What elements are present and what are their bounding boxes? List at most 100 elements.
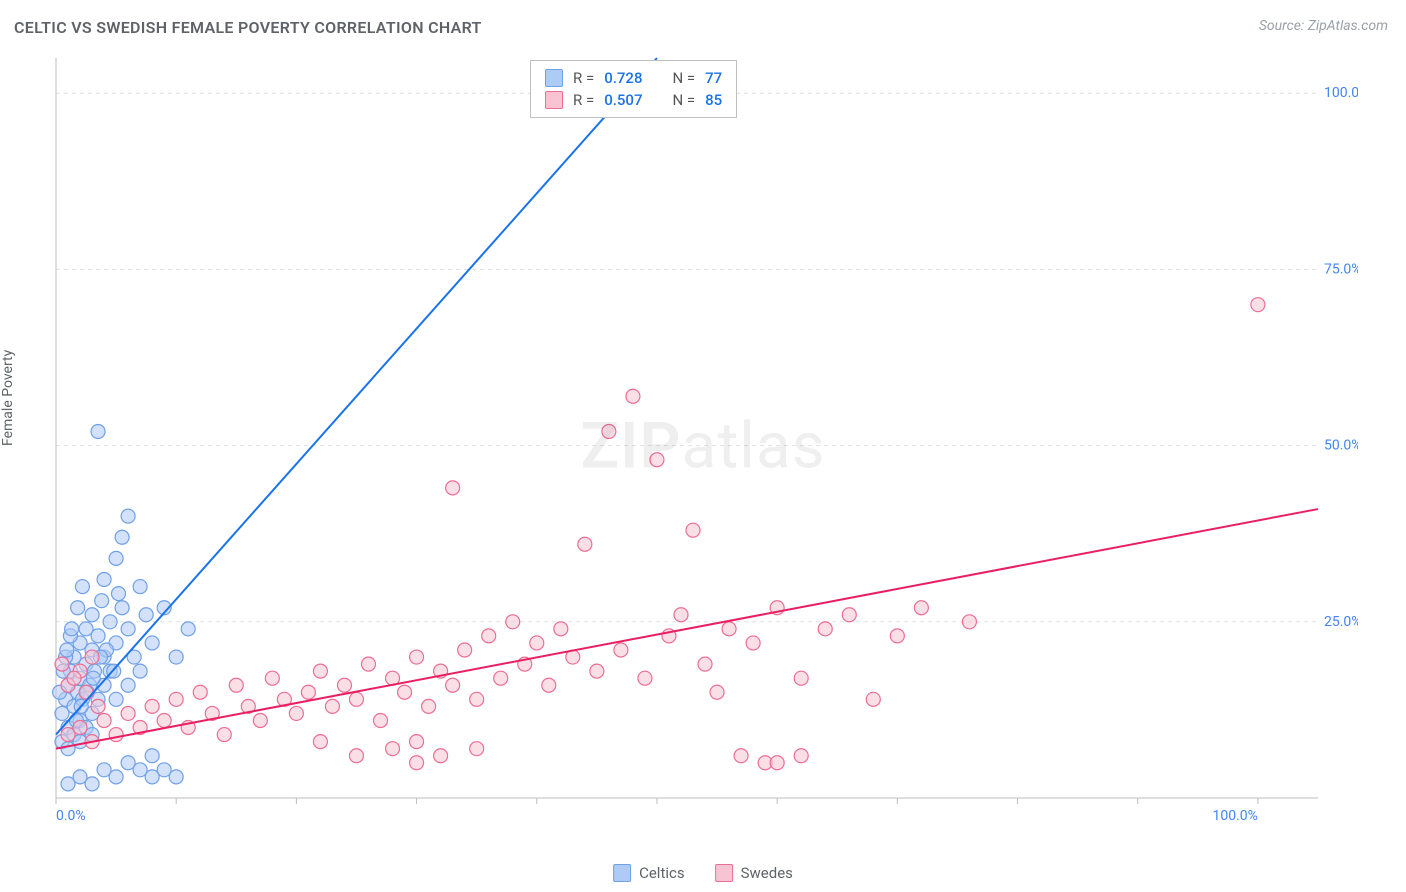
data-point bbox=[133, 664, 147, 678]
data-point bbox=[710, 685, 724, 699]
legend-label: Swedes bbox=[741, 864, 793, 882]
data-point bbox=[109, 692, 123, 706]
data-point bbox=[398, 685, 412, 699]
data-point bbox=[91, 629, 105, 643]
data-point bbox=[325, 699, 339, 713]
legend-swatch bbox=[545, 69, 563, 87]
y-tick-label: 25.0% bbox=[1324, 614, 1358, 630]
data-point bbox=[97, 573, 111, 587]
data-point bbox=[60, 643, 74, 657]
data-point bbox=[145, 699, 159, 713]
n-label: N = bbox=[672, 89, 695, 111]
data-point bbox=[217, 728, 231, 742]
data-point bbox=[75, 580, 89, 594]
data-point bbox=[121, 678, 135, 692]
data-point bbox=[590, 664, 604, 678]
data-point bbox=[686, 523, 700, 537]
data-point bbox=[482, 629, 496, 643]
data-point bbox=[169, 650, 183, 664]
data-point bbox=[139, 608, 153, 622]
data-point bbox=[91, 699, 105, 713]
data-point bbox=[229, 678, 243, 692]
data-point bbox=[374, 713, 388, 727]
x-tick-label: 100.0% bbox=[1212, 808, 1257, 824]
data-point bbox=[97, 713, 111, 727]
data-point bbox=[169, 692, 183, 706]
data-point bbox=[289, 706, 303, 720]
data-point bbox=[674, 608, 688, 622]
stats-legend: R =0.728N =77R =0.507N =85 bbox=[530, 60, 737, 118]
data-point bbox=[65, 622, 79, 636]
data-point bbox=[638, 671, 652, 685]
data-point bbox=[410, 650, 424, 664]
data-point bbox=[890, 629, 904, 643]
data-point bbox=[121, 622, 135, 636]
data-point bbox=[313, 664, 327, 678]
data-point bbox=[121, 706, 135, 720]
data-point bbox=[169, 770, 183, 784]
r-label: R = bbox=[573, 89, 594, 111]
data-point bbox=[301, 685, 315, 699]
data-point bbox=[86, 671, 100, 685]
data-point bbox=[95, 594, 109, 608]
data-point bbox=[67, 671, 81, 685]
legend-item: Celtics bbox=[613, 864, 685, 882]
data-point bbox=[650, 453, 664, 467]
data-point bbox=[746, 636, 760, 650]
chart-container: CELTIC VS SWEDISH FEMALE POVERTY CORRELA… bbox=[0, 0, 1406, 892]
data-point bbox=[121, 509, 135, 523]
data-point bbox=[91, 425, 105, 439]
data-point bbox=[133, 580, 147, 594]
data-point bbox=[109, 770, 123, 784]
data-point bbox=[506, 615, 520, 629]
data-point bbox=[133, 763, 147, 777]
data-point bbox=[602, 425, 616, 439]
n-value: 77 bbox=[705, 67, 722, 89]
data-point bbox=[386, 742, 400, 756]
data-point bbox=[770, 756, 784, 770]
data-point bbox=[578, 537, 592, 551]
source-label: Source: ZipAtlas.com bbox=[1259, 18, 1388, 34]
stats-row: R =0.728N =77 bbox=[545, 67, 722, 89]
data-point bbox=[337, 678, 351, 692]
data-point bbox=[109, 728, 123, 742]
regression-line bbox=[56, 509, 1318, 749]
data-point bbox=[79, 685, 93, 699]
data-point bbox=[494, 671, 508, 685]
data-point bbox=[614, 643, 628, 657]
data-point bbox=[85, 777, 99, 791]
data-point bbox=[734, 749, 748, 763]
legend-swatch bbox=[613, 864, 631, 882]
data-point bbox=[103, 615, 117, 629]
data-point bbox=[115, 601, 129, 615]
data-point bbox=[361, 657, 375, 671]
data-point bbox=[698, 657, 712, 671]
data-point bbox=[794, 749, 808, 763]
data-point bbox=[145, 749, 159, 763]
data-point bbox=[410, 756, 424, 770]
data-point bbox=[157, 713, 171, 727]
y-tick-label: 75.0% bbox=[1324, 261, 1358, 277]
data-point bbox=[313, 735, 327, 749]
legend-swatch bbox=[715, 864, 733, 882]
data-point bbox=[626, 389, 640, 403]
data-point bbox=[73, 721, 87, 735]
data-point bbox=[446, 678, 460, 692]
data-point bbox=[181, 622, 195, 636]
data-point bbox=[111, 587, 125, 601]
r-label: R = bbox=[573, 67, 594, 89]
data-point bbox=[349, 692, 363, 706]
data-point bbox=[253, 713, 267, 727]
series-legend: Celtics Swedes bbox=[613, 864, 793, 882]
data-point bbox=[470, 742, 484, 756]
data-point bbox=[265, 671, 279, 685]
data-point bbox=[85, 650, 99, 664]
data-point bbox=[446, 481, 460, 495]
data-point bbox=[818, 622, 832, 636]
legend-item: Swedes bbox=[715, 864, 793, 882]
data-point bbox=[530, 636, 544, 650]
data-point bbox=[193, 685, 207, 699]
data-point bbox=[55, 657, 69, 671]
data-point bbox=[85, 608, 99, 622]
stats-row: R =0.507N =85 bbox=[545, 89, 722, 111]
